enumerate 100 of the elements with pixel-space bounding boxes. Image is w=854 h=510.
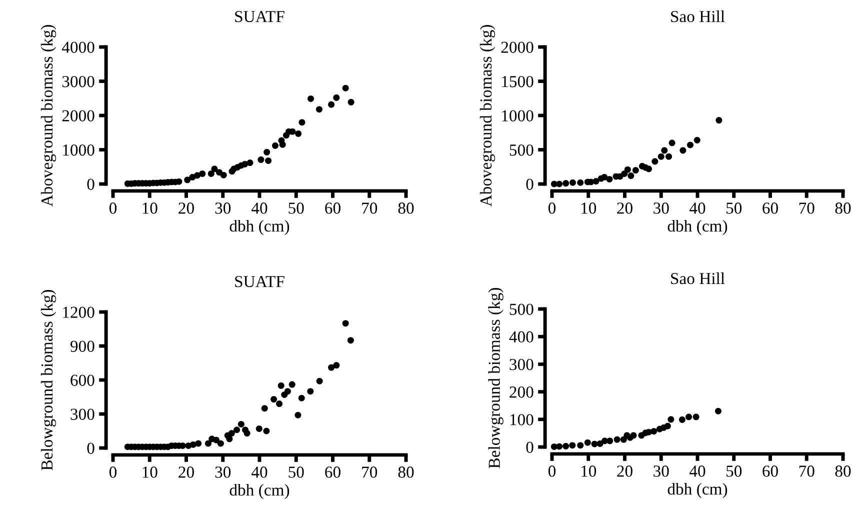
point bbox=[204, 440, 212, 447]
point bbox=[194, 172, 200, 179]
y-tick-label: 300 bbox=[70, 408, 94, 420]
x-tick-label: 80 bbox=[835, 202, 851, 214]
point bbox=[342, 84, 349, 92]
x-tick-label: 60 bbox=[762, 466, 778, 477]
point bbox=[328, 101, 335, 108]
y-tick-label: 900 bbox=[70, 340, 94, 352]
chart-title: Sao Hill bbox=[671, 10, 725, 22]
x-tick-label: 20 bbox=[617, 466, 632, 477]
point bbox=[347, 337, 354, 344]
point bbox=[264, 148, 270, 156]
point bbox=[686, 142, 694, 148]
point bbox=[577, 442, 584, 449]
y-tick-label: 1000 bbox=[502, 110, 534, 122]
x-tick-label: 0 bbox=[548, 466, 556, 477]
x-tick-label: 20 bbox=[178, 202, 194, 214]
x-axis-title: dbh (cm) bbox=[230, 484, 290, 500]
y-tick-label: 100 bbox=[510, 414, 534, 426]
point bbox=[199, 170, 206, 177]
point bbox=[208, 170, 214, 177]
point bbox=[307, 388, 314, 395]
x-tick-label: 40 bbox=[251, 202, 268, 214]
point bbox=[614, 436, 620, 443]
point bbox=[714, 408, 722, 414]
point bbox=[316, 378, 323, 384]
chart-title: Sao Hill bbox=[671, 272, 725, 284]
x-tick-label: 70 bbox=[799, 202, 814, 214]
point bbox=[686, 414, 692, 420]
point bbox=[680, 147, 686, 154]
x-tick-label: 50 bbox=[288, 466, 304, 478]
point bbox=[333, 362, 340, 369]
point bbox=[591, 440, 598, 448]
x-axis-title: dbh (cm) bbox=[668, 482, 728, 498]
point bbox=[176, 178, 182, 185]
x-tick-label: 30 bbox=[654, 466, 669, 477]
y-tick-label: 1500 bbox=[502, 76, 534, 88]
point bbox=[569, 442, 576, 449]
x-tick-label: 50 bbox=[726, 466, 742, 477]
x-tick-label: 20 bbox=[617, 202, 632, 214]
point bbox=[276, 400, 283, 408]
x-tick-label: 20 bbox=[178, 466, 194, 478]
point bbox=[298, 119, 306, 126]
point bbox=[258, 156, 264, 163]
point bbox=[279, 141, 286, 148]
point bbox=[652, 158, 658, 165]
y-tick-label: 200 bbox=[510, 386, 534, 398]
point bbox=[288, 381, 296, 388]
point bbox=[694, 136, 700, 144]
point bbox=[606, 176, 613, 182]
point bbox=[256, 425, 262, 432]
x-tick-label: 30 bbox=[215, 202, 231, 214]
point bbox=[628, 172, 634, 180]
x-tick-label: 0 bbox=[548, 202, 556, 214]
point bbox=[630, 432, 637, 439]
point bbox=[261, 405, 268, 412]
point bbox=[584, 439, 591, 446]
x-tick-label: 70 bbox=[799, 466, 814, 477]
point bbox=[195, 440, 202, 447]
y-axis-title: Aboveground biomass (kg) bbox=[480, 25, 496, 207]
point bbox=[294, 412, 302, 418]
x-tick-label: 70 bbox=[362, 202, 378, 214]
x-tick-label: 10 bbox=[582, 466, 596, 477]
x-tick-label: 0 bbox=[109, 202, 117, 214]
point bbox=[661, 147, 668, 154]
point bbox=[556, 180, 563, 188]
y-axis-title: Belowground biomass (kg) bbox=[40, 290, 56, 470]
point bbox=[556, 443, 563, 450]
point bbox=[244, 430, 250, 437]
y-axis-title: Belowground biomass (kg) bbox=[488, 288, 504, 468]
point bbox=[217, 440, 224, 447]
point bbox=[278, 382, 284, 389]
point bbox=[592, 178, 600, 185]
y-tick-label: 300 bbox=[510, 358, 534, 370]
x-tick-label: 40 bbox=[251, 466, 268, 478]
point bbox=[666, 153, 672, 160]
y-axis-title: Aboveground biomass (kg) bbox=[40, 25, 56, 207]
y-tick-label: 2000 bbox=[62, 110, 94, 122]
x-axis-title: dbh (cm) bbox=[230, 220, 290, 236]
point bbox=[577, 179, 584, 186]
point bbox=[562, 442, 570, 450]
y-tick-label: 1200 bbox=[63, 306, 94, 318]
x-tick-label: 80 bbox=[835, 466, 851, 477]
point bbox=[295, 130, 302, 137]
y-tick-label: 0 bbox=[526, 178, 534, 190]
y-tick-label: 3000 bbox=[62, 76, 94, 88]
x-tick-label: 80 bbox=[398, 202, 414, 214]
point bbox=[263, 428, 270, 434]
x-tick-label: 40 bbox=[689, 202, 706, 214]
x-tick-label: 60 bbox=[325, 466, 340, 478]
point bbox=[716, 117, 722, 124]
y-tick-label: 0 bbox=[87, 178, 94, 190]
x-axis-title: dbh (cm) bbox=[668, 220, 728, 236]
chart-title: SUATF bbox=[235, 276, 284, 288]
point bbox=[238, 420, 244, 428]
point bbox=[632, 167, 639, 174]
point bbox=[211, 166, 218, 172]
x-tick-label: 70 bbox=[362, 466, 378, 478]
point bbox=[650, 428, 658, 435]
point bbox=[333, 94, 340, 101]
